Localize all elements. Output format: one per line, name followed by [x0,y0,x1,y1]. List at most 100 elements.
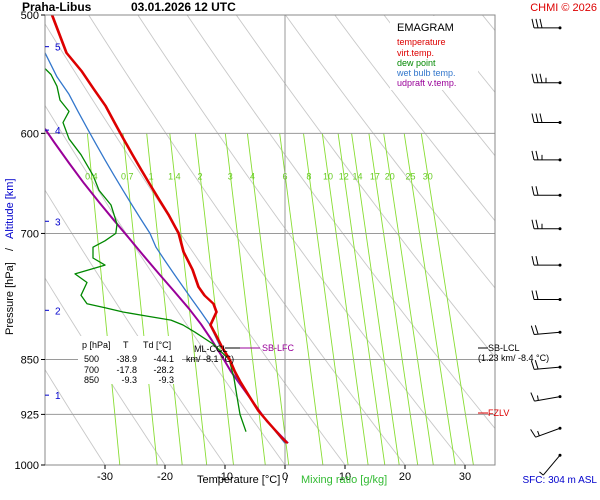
legend: EMAGRAM temperature virt.temp. dew point… [390,16,478,90]
dry-adiabat [383,15,495,157]
dry-adiabat [334,15,495,222]
mixing-ratio-line [351,133,400,465]
table-header-t: T [123,340,129,350]
dry-adiabat [285,15,495,289]
barb-station [558,365,562,369]
x-tick-label: -20 [157,471,173,483]
mixing-ratio-line [383,133,434,465]
legend-dew-point: dew point [397,58,436,68]
wind-barb [539,453,562,476]
barb-staff [542,454,561,476]
datetime: 03.01.2026 12 UTC [131,0,236,14]
series-virt-temp-line [52,15,289,444]
barb-flag [531,73,535,83]
dry-adiabat [235,15,495,358]
series-layer [45,15,289,444]
y-tick-label: 850 [21,354,39,366]
barb-station [558,395,562,399]
legend-wet-bulb: wet bulb temp. [396,68,456,78]
altitude-label: 2 [55,306,61,317]
barb-flag [539,18,543,28]
barb-flag [531,113,535,123]
x-tick-label: -10 [217,471,233,483]
mixing-ratio-line [303,133,349,465]
mixing-ratio-label: 12 [339,171,349,181]
mixing-ratio-line [420,133,474,465]
barb-flag [535,219,539,229]
dry-adiabat [137,15,466,465]
mixing-ratio-line [169,133,208,465]
x-tick-label: 20 [399,471,411,483]
barb-staff [534,331,561,335]
series-dew-point-line [45,67,247,432]
y-tick-label: 925 [21,409,39,421]
barb-station [558,330,562,334]
barb-flag [535,186,539,196]
mixing-ratio-label: 2 [197,171,202,181]
wind-barbs [530,18,562,476]
x-axis-separator: / [285,474,289,486]
x-tick-label: 10 [339,471,351,483]
table-cell: -44.1 [153,354,174,364]
surface-elevation: SFC: 304 m ASL [523,475,598,486]
y-tick-label: 500 [21,10,39,22]
barb-flag [535,290,539,300]
barb-flag [534,360,539,370]
wind-barb [530,426,562,438]
mixing-ratio-label: 3 [228,171,233,181]
barb-staff [534,396,561,402]
barb-flag [535,73,539,83]
series-udpraft-v-temp-line [45,127,289,444]
barb-station [558,298,562,302]
legend-updraft: udpraft v.temp. [397,78,456,88]
dry-adiabat [88,15,406,465]
data-table: p [hPa] T Td [°C] 500 -38.9 -44.1 700 -1… [78,336,182,385]
barb-station [558,263,562,267]
table-header-td: Td [°C] [143,340,171,350]
plot-frame [44,14,496,466]
x-axis-label: Temperature [°C] [197,474,280,486]
wind-barb [531,186,562,197]
barb-half-flag [537,430,540,436]
barb-flag [535,18,539,28]
table-cell: -17.8 [116,365,137,375]
mixing-ratio-label: 1 [149,171,154,181]
barb-half-flag [536,395,539,401]
barb-flag [530,325,535,335]
mixing-ratio-label: 8 [306,171,311,181]
wind-barb [531,219,562,231]
barb-flag [531,18,535,28]
ml-ccl-label: ML-CCL [194,344,228,354]
x-tick-label: 30 [459,471,471,483]
x-tick-label: 0 [282,471,288,483]
mixing-ratio-line [246,133,290,465]
table-cell: 850 [84,375,99,385]
table-header-p: p [hPa] [82,340,111,350]
barb-station [558,81,562,85]
wind-barb [531,290,562,302]
dry-adiabat [45,277,166,465]
y-axis-title: Pressure [hPa] / Altitude [km] [4,178,16,335]
credit: CHMI © 2026 [530,2,597,14]
mixing-ratio-label: 17 [370,171,380,181]
barb-flag [530,360,535,370]
mixing-ratio-label: 6 [282,171,287,181]
barb-half-flag [539,471,544,476]
fzlv-label: FZLV [488,408,509,418]
table-cell: -9.3 [158,375,174,385]
barb-station [558,26,562,30]
barb-station [558,227,562,231]
legend-virt-temp: virt.temp. [397,48,434,58]
barb-flag [531,186,535,196]
wind-barb [531,18,562,30]
mixing-ratio-label: 1.4 [168,171,181,181]
mixing-ratio-label: 25 [405,171,415,181]
barb-flag [539,73,543,83]
barb-flag [539,113,543,123]
mixing-ratio-line [321,133,369,465]
dry-adiabat [45,189,226,465]
mixing-ratio-axis-label: Mixing ratio [g/kg] [301,474,387,486]
dry-adiabat [186,15,495,430]
y-tick-label: 700 [21,228,39,240]
